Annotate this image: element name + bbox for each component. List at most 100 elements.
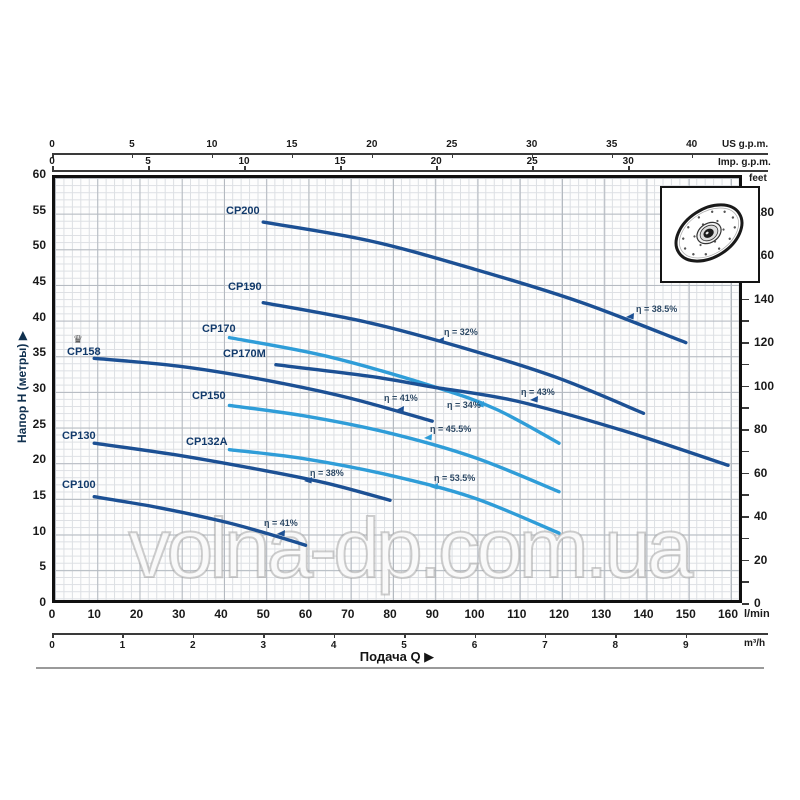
impeller-hole: [697, 216, 701, 219]
lmin-tick-label: 60: [298, 607, 313, 621]
feet-tick: [742, 342, 749, 344]
us-gpm-tick-label: 35: [606, 139, 618, 150]
bottom-divider: [36, 667, 764, 669]
imp-gpm-tick-label: 20: [430, 156, 442, 167]
us-gpm-tick-label: 20: [366, 139, 378, 150]
head-m-tick-label: 50: [32, 238, 46, 253]
us-gpm-tick-label: 25: [446, 139, 458, 150]
head-m-tick-label: 55: [32, 202, 46, 217]
m3h-unit-label: m³/h: [744, 638, 766, 649]
head-m-tick-label: 0: [39, 595, 46, 609]
curve-label-cp170: CP170: [202, 323, 236, 335]
head-m-tick-label: 10: [32, 523, 46, 538]
head-m-tick-label: 20: [32, 452, 46, 467]
head-m-tick-label: 5: [39, 559, 46, 574]
us-gpm-tick-label: 5: [129, 139, 135, 150]
x-axis-label: Подача Q ▶: [359, 649, 435, 664]
eff-label-cp150: η = 45.5%: [430, 424, 472, 434]
imp-gpm-tick-label: 10: [238, 156, 250, 167]
feet-tick: [742, 429, 749, 431]
eff-label-cp170: η = 34%: [447, 400, 481, 410]
m3h-tick: [404, 633, 406, 638]
head-m-tick-label: 40: [32, 309, 46, 324]
impeller-hole: [692, 253, 695, 256]
impeller-hole: [733, 226, 736, 229]
imp-gpm-tick: [436, 166, 438, 170]
impeller-hole: [723, 210, 726, 213]
feet-tick-label: 100: [754, 378, 775, 393]
curve-label-cp158: CP158: [67, 346, 101, 358]
us-gpm-tick: [131, 153, 134, 158]
imp-gpm-tick-label: 5: [145, 156, 151, 167]
lmin-tick-label: 100: [464, 607, 485, 621]
us-gpm-tick: [451, 153, 454, 158]
curve-label-cp200: CP200: [226, 205, 260, 217]
m3h-tick-label: 3: [260, 640, 267, 651]
impeller-hole: [699, 243, 702, 247]
impeller-hole: [722, 228, 725, 231]
curve-label-cp190: CP190: [228, 281, 262, 293]
feet-tick: [742, 559, 749, 561]
m3h-tick: [122, 633, 124, 638]
us-gpm-tick: [371, 153, 374, 158]
imp-gpm-tick-label: 30: [622, 156, 634, 167]
imp-gpm-tick: [628, 166, 630, 170]
us-gpm-axis-line: [52, 153, 768, 155]
m3h-tick-label: 8: [612, 640, 619, 651]
us-gpm-tick: [531, 153, 534, 158]
us-gpm-tick: [691, 153, 694, 158]
head-m-tick-label: 30: [32, 381, 46, 395]
lmin-tick-label: 90: [425, 607, 439, 621]
us-gpm-tick-label: 10: [206, 139, 218, 150]
feet-tick: [742, 603, 749, 605]
feet-tick-label: 80: [754, 422, 768, 437]
m3h-tick-label: 6: [471, 640, 478, 651]
imp-gpm-tick-label: 0: [49, 156, 55, 167]
lmin-tick-label: 30: [172, 607, 186, 621]
m3h-tick: [544, 633, 547, 638]
feet-tick: [742, 472, 749, 475]
plot-area: [52, 175, 742, 603]
feet-tick: [742, 407, 749, 409]
us-gpm-tick-label: 40: [686, 139, 698, 150]
feet-tick-label: 140: [754, 291, 775, 306]
impeller-bore-highlight: [705, 231, 709, 235]
us-gpm-tick: [611, 153, 614, 158]
feet-tick: [742, 537, 749, 540]
m3h-tick: [52, 633, 54, 638]
curve-label-cp130: CP130: [62, 430, 96, 442]
imp-gpm-tick: [244, 166, 246, 170]
feet-tick: [742, 320, 749, 322]
m3h-tick-label: 5: [401, 640, 407, 651]
imp-gpm-tick-label: 15: [334, 156, 346, 167]
m3h-tick-label: 7: [542, 640, 548, 651]
curve-label-cp100: CP100: [62, 479, 96, 491]
head-m-tick-label: 35: [32, 345, 46, 360]
m3h-tick-label: 0: [49, 640, 55, 651]
m3h-tick: [615, 633, 617, 638]
lmin-tick-label: 160: [717, 607, 739, 621]
eff-label-cp100: η = 41%: [264, 518, 298, 528]
head-m-tick-label: 15: [32, 488, 46, 502]
feet-tick-label: 0: [754, 596, 761, 610]
impeller-hole: [728, 237, 731, 240]
impeller-inset: [660, 186, 760, 283]
lmin-tick-label: 0: [48, 607, 56, 621]
feet-tick: [742, 298, 749, 301]
lmin-tick-label: 50: [256, 607, 270, 621]
impeller-hole: [710, 210, 714, 213]
lmin-tick-label: 10: [87, 607, 101, 621]
head-m-tick-label: 45: [32, 274, 46, 288]
us-gpm-tick: [52, 153, 54, 158]
us-gpm-unit-label: US g.p.m.: [722, 139, 769, 150]
us-gpm-tick: [211, 153, 214, 158]
lmin-tick-label: 140: [633, 607, 654, 621]
feet-tick: [742, 450, 749, 453]
impeller-hole: [716, 219, 719, 223]
feet-tick-label: 60: [754, 465, 768, 480]
feet-tick: [742, 363, 749, 366]
imp-gpm-tick: [148, 166, 150, 170]
us-gpm-tick-label: 0: [49, 139, 55, 150]
m3h-axis-line: [52, 633, 768, 635]
eff-label-cp200: η = 38.5%: [636, 304, 678, 314]
